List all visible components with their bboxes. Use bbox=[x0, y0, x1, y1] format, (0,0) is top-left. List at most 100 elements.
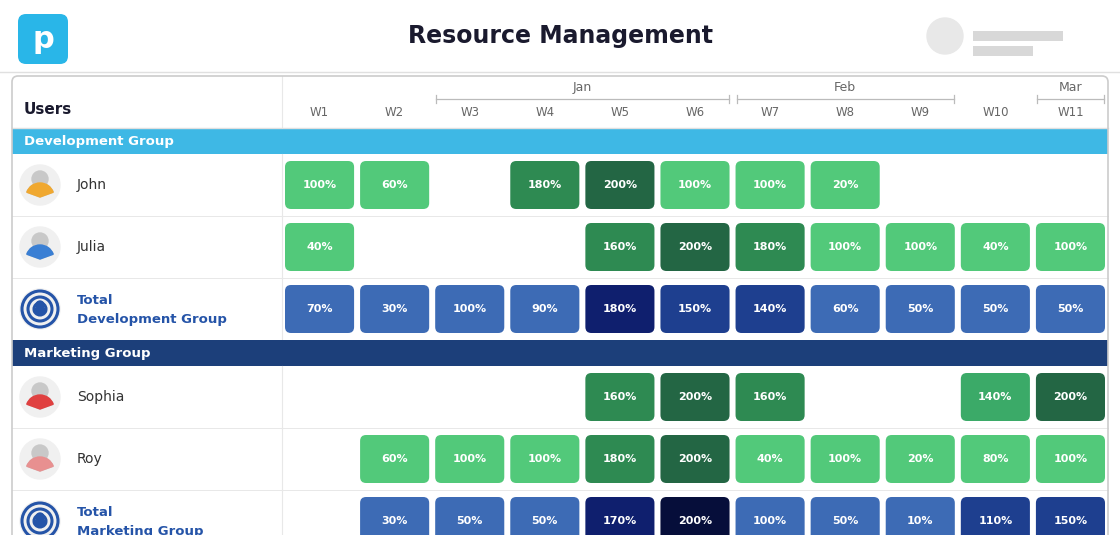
Wedge shape bbox=[27, 245, 53, 259]
FancyBboxPatch shape bbox=[961, 223, 1030, 271]
Text: W2: W2 bbox=[385, 106, 404, 119]
Text: 180%: 180% bbox=[603, 454, 637, 464]
FancyBboxPatch shape bbox=[661, 435, 729, 483]
Text: Feb: Feb bbox=[834, 81, 857, 94]
FancyBboxPatch shape bbox=[361, 285, 429, 333]
Wedge shape bbox=[27, 395, 53, 409]
Text: 100%: 100% bbox=[1054, 454, 1088, 464]
Text: 200%: 200% bbox=[678, 516, 712, 526]
FancyBboxPatch shape bbox=[511, 285, 579, 333]
Text: W10: W10 bbox=[982, 106, 1009, 119]
FancyBboxPatch shape bbox=[961, 497, 1030, 535]
Text: W11: W11 bbox=[1057, 106, 1084, 119]
Wedge shape bbox=[27, 183, 53, 197]
FancyBboxPatch shape bbox=[511, 497, 579, 535]
Text: 20%: 20% bbox=[907, 454, 934, 464]
Bar bbox=[973, 31, 1063, 41]
Text: 50%: 50% bbox=[457, 516, 483, 526]
FancyBboxPatch shape bbox=[1036, 497, 1105, 535]
FancyBboxPatch shape bbox=[361, 497, 429, 535]
FancyBboxPatch shape bbox=[961, 373, 1030, 421]
Text: Jan: Jan bbox=[572, 81, 592, 94]
Text: Julia: Julia bbox=[77, 240, 106, 254]
Text: 150%: 150% bbox=[1054, 516, 1088, 526]
Circle shape bbox=[36, 513, 44, 521]
FancyBboxPatch shape bbox=[586, 497, 654, 535]
Text: 100%: 100% bbox=[452, 304, 487, 314]
Bar bbox=[0, 0, 1120, 72]
Text: 20%: 20% bbox=[832, 180, 858, 190]
FancyBboxPatch shape bbox=[661, 223, 729, 271]
Text: 40%: 40% bbox=[982, 242, 1009, 252]
Text: Sophia: Sophia bbox=[77, 390, 124, 404]
Text: 100%: 100% bbox=[753, 180, 787, 190]
FancyBboxPatch shape bbox=[736, 223, 804, 271]
Circle shape bbox=[36, 301, 44, 309]
FancyBboxPatch shape bbox=[511, 435, 579, 483]
Text: 40%: 40% bbox=[306, 242, 333, 252]
Text: Resource Management: Resource Management bbox=[408, 24, 712, 48]
FancyBboxPatch shape bbox=[436, 435, 504, 483]
Text: Users: Users bbox=[24, 102, 73, 117]
FancyBboxPatch shape bbox=[284, 285, 354, 333]
Text: Roy: Roy bbox=[77, 452, 103, 466]
FancyBboxPatch shape bbox=[811, 497, 879, 535]
FancyBboxPatch shape bbox=[736, 161, 804, 209]
Text: 100%: 100% bbox=[828, 454, 862, 464]
Text: 50%: 50% bbox=[532, 516, 558, 526]
Text: W5: W5 bbox=[610, 106, 629, 119]
FancyBboxPatch shape bbox=[661, 161, 729, 209]
FancyBboxPatch shape bbox=[1036, 435, 1105, 483]
Text: Total: Total bbox=[77, 506, 113, 518]
Text: 100%: 100% bbox=[302, 180, 337, 190]
FancyBboxPatch shape bbox=[361, 161, 429, 209]
Circle shape bbox=[20, 227, 60, 267]
FancyBboxPatch shape bbox=[511, 161, 579, 209]
FancyBboxPatch shape bbox=[736, 435, 804, 483]
Bar bbox=[973, 46, 1033, 56]
Text: 200%: 200% bbox=[1054, 392, 1088, 402]
Text: Development Group: Development Group bbox=[24, 134, 174, 148]
Text: John: John bbox=[77, 178, 108, 192]
Wedge shape bbox=[27, 395, 53, 409]
Text: 100%: 100% bbox=[452, 454, 487, 464]
Text: 100%: 100% bbox=[903, 242, 937, 252]
FancyBboxPatch shape bbox=[284, 223, 354, 271]
Text: 90%: 90% bbox=[532, 304, 558, 314]
Text: 60%: 60% bbox=[381, 180, 408, 190]
Text: 50%: 50% bbox=[907, 304, 933, 314]
Wedge shape bbox=[34, 519, 47, 526]
Text: 70%: 70% bbox=[306, 304, 333, 314]
Circle shape bbox=[20, 377, 60, 417]
FancyBboxPatch shape bbox=[586, 161, 654, 209]
Bar bbox=[12, 278, 1108, 340]
Text: 30%: 30% bbox=[382, 304, 408, 314]
Circle shape bbox=[32, 171, 48, 187]
FancyBboxPatch shape bbox=[811, 285, 879, 333]
FancyBboxPatch shape bbox=[886, 285, 955, 333]
Bar bbox=[12, 154, 1108, 216]
Circle shape bbox=[32, 383, 48, 399]
FancyBboxPatch shape bbox=[886, 497, 955, 535]
FancyBboxPatch shape bbox=[586, 285, 654, 333]
Circle shape bbox=[20, 289, 60, 329]
Text: p: p bbox=[32, 25, 54, 54]
FancyBboxPatch shape bbox=[811, 161, 879, 209]
Bar bbox=[12, 490, 1108, 535]
Circle shape bbox=[20, 501, 60, 535]
Wedge shape bbox=[27, 245, 53, 259]
Circle shape bbox=[927, 18, 963, 54]
Text: Marketing Group: Marketing Group bbox=[77, 524, 204, 535]
Text: 100%: 100% bbox=[1054, 242, 1088, 252]
FancyBboxPatch shape bbox=[1036, 285, 1105, 333]
Circle shape bbox=[20, 439, 60, 479]
Text: Mar: Mar bbox=[1058, 81, 1082, 94]
Text: W6: W6 bbox=[685, 106, 704, 119]
Text: W8: W8 bbox=[836, 106, 855, 119]
FancyBboxPatch shape bbox=[361, 435, 429, 483]
Text: 180%: 180% bbox=[528, 180, 562, 190]
FancyBboxPatch shape bbox=[586, 373, 654, 421]
Text: 180%: 180% bbox=[603, 304, 637, 314]
Text: W1: W1 bbox=[310, 106, 329, 119]
Text: 50%: 50% bbox=[982, 304, 1008, 314]
